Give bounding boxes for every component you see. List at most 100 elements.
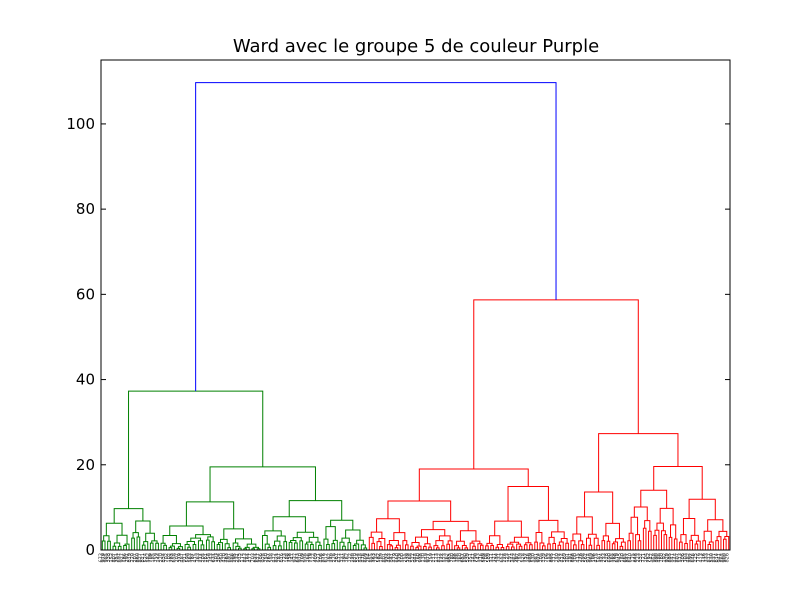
y-axis-ticks: 0 20 40 60 80 100 (66, 115, 730, 559)
dendrogram-link-51 (251, 548, 256, 550)
dendrogram-link-238 (195, 82, 557, 392)
dendrogram-link-226 (708, 541, 714, 550)
dendrogram-link-36 (205, 539, 210, 550)
dendrogram-link-150 (505, 546, 510, 550)
dendrogram-link-175 (418, 468, 529, 501)
dendrogram-link-11 (136, 536, 141, 550)
leaf-label: 958 (651, 553, 657, 563)
leaf-label: 240 (329, 553, 335, 563)
dendrogram-link-213 (670, 524, 677, 540)
dendrogram-link-18 (145, 532, 155, 542)
leaf-label: 790 (473, 553, 479, 563)
dendrogram-link-87 (347, 542, 352, 550)
leaf-label: 569 (562, 553, 568, 563)
leaf-label: 225 (693, 553, 699, 563)
dendrogram-link-96 (288, 500, 343, 521)
leaf-label: 865 (719, 553, 725, 563)
dendrogram-link-20 (113, 508, 144, 524)
dendrogram-link-57 (185, 501, 235, 529)
dendrogram-link-62 (278, 545, 282, 550)
dendrogram-link-66 (264, 530, 282, 537)
leaf-label: 231 (235, 553, 241, 563)
dendrogram-link-212 (673, 538, 678, 550)
leaf-label: 969 (588, 553, 594, 563)
dendrogram-link-137 (479, 544, 484, 550)
dendrogram-link-161 (534, 541, 538, 550)
leaf-label: 886 (570, 553, 576, 563)
dendrogram-link-30 (184, 544, 190, 550)
leaf-label: 945 (617, 553, 623, 563)
dendrogram-link-180 (572, 533, 582, 541)
dendrogram-link-139 (471, 540, 481, 544)
leaf-label: 981 (533, 553, 539, 563)
leaf-label: 174 (240, 553, 246, 563)
dendrogram-link-219 (689, 539, 694, 550)
leaf-label: 950 (219, 553, 225, 563)
leaf-label: 185 (151, 553, 157, 563)
leaf-label: 261 (203, 553, 209, 563)
dendrogram-link-220 (694, 543, 699, 550)
leaf-label: 631 (211, 553, 217, 563)
leaf-label: 760 (415, 553, 421, 563)
dendrogram-link-29 (187, 546, 191, 550)
leaf-label: 721 (641, 553, 647, 563)
leaf-label: 924 (557, 553, 563, 563)
leaf-label: 363 (371, 553, 377, 563)
leaf-label: 709 (300, 553, 306, 563)
dendrogram-link-179 (578, 540, 584, 550)
dendrogram-link-63 (274, 540, 281, 546)
leaf-label: 562 (583, 553, 589, 563)
dendrogram-link-228 (715, 540, 719, 550)
leaf-label: 338 (106, 553, 112, 563)
leaf-label: 458 (206, 553, 212, 563)
dendrogram-link-235 (653, 465, 703, 500)
leaf-label: 316 (478, 553, 484, 563)
dendrogram-link-38 (207, 536, 214, 542)
leaf-label: 970 (297, 553, 303, 563)
leaf-label: 673 (295, 553, 301, 563)
leaf-label: 476 (360, 553, 366, 563)
leaf-label: 900 (722, 553, 728, 563)
leaf-label: 306 (680, 553, 686, 563)
leaf-label: 220 (350, 553, 356, 563)
leaf-label: 211 (198, 553, 204, 563)
dendrogram-link-146 (495, 546, 500, 550)
leaf-label: 658 (172, 553, 178, 563)
dendrogram-link-23 (168, 547, 173, 550)
dendrogram-link-94 (345, 529, 361, 541)
leaf-label: 885 (667, 553, 673, 563)
dendrogram-link-3 (112, 545, 117, 550)
dendrogram-link-33 (200, 544, 205, 550)
y-tick-label: 100 (66, 115, 95, 133)
dendrogram-link-199 (637, 540, 642, 550)
leaf-label: 612 (324, 553, 330, 563)
leaf-label: 161 (245, 553, 251, 563)
dendrogram-link-45 (219, 538, 228, 544)
leaf-label: 205 (539, 553, 545, 563)
dendrogram-link-14 (143, 541, 149, 550)
leaf-label: 259 (429, 553, 435, 563)
leaf-label: 351 (114, 553, 120, 563)
dendrogram-link-79 (272, 516, 306, 533)
dendrogram-link-99 (371, 542, 375, 550)
leaf-label: 818 (358, 553, 364, 563)
leaf-label: 609 (363, 553, 369, 563)
leaf-label: 691 (227, 553, 233, 563)
leaf-label: 347 (290, 553, 296, 563)
dendrogram-link-49 (243, 548, 248, 550)
leaf-label: 363 (195, 553, 201, 563)
dendrogram-link-173 (538, 519, 559, 533)
dendrogram-link-186 (576, 516, 593, 535)
leaf-label: 779 (308, 553, 314, 563)
leaf-label: 362 (444, 553, 450, 563)
dendrogram-link-194 (615, 538, 624, 543)
dendrogram-link-31 (192, 544, 197, 550)
dendrogram-link-162 (542, 545, 546, 550)
leaf-label: 191 (567, 553, 573, 563)
dendrogram-link-127 (447, 540, 453, 550)
dendrogram-link-103 (378, 537, 386, 550)
dendrogram-link-190 (611, 543, 616, 550)
leaf-label: 379 (177, 553, 183, 563)
dendrogram-link-5 (113, 542, 121, 547)
dendrogram-link-6 (123, 544, 127, 550)
